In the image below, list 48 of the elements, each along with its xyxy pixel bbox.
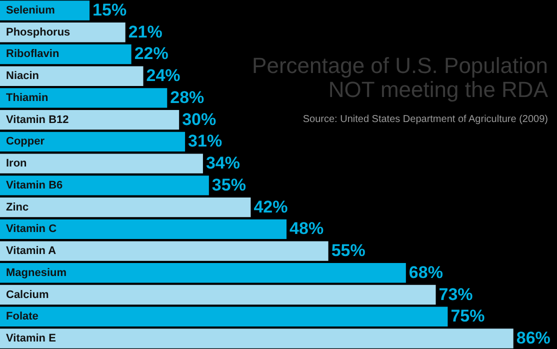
bar <box>0 328 514 348</box>
bar <box>0 44 132 64</box>
data-label: 73% <box>438 284 473 304</box>
data-label: 48% <box>290 219 324 238</box>
data-label: 34% <box>206 154 240 173</box>
data-label: 31% <box>188 132 222 151</box>
data-label: 21% <box>128 22 162 42</box>
data-label: 22% <box>134 44 168 64</box>
annotation: Source: United States Department of Agriculture (2009) <box>302 114 548 125</box>
text: Percentage of U.S. Population NOT meeting the RDA <box>252 53 548 102</box>
y-tick-label: Phosphorus <box>6 26 70 38</box>
y-tick-label: Vitamin B12 <box>6 114 69 126</box>
y-tick-label: Thiamin <box>6 92 48 104</box>
data-label: 68% <box>408 262 443 282</box>
bar <box>0 306 448 326</box>
data-label: 86% <box>516 328 550 348</box>
y-tick-label: Vitamin E <box>6 332 56 345</box>
y-tick-label: Vitamin B6 <box>6 179 63 192</box>
y-tick-label: Zinc <box>6 201 29 214</box>
bar <box>0 219 287 240</box>
y-tick-label: Folate <box>6 310 38 323</box>
bar <box>0 110 180 130</box>
bar <box>0 154 203 174</box>
y-tick-label: Copper <box>6 136 46 148</box>
bar <box>0 197 251 218</box>
data-label: 15% <box>92 0 127 20</box>
data-label: 42% <box>254 197 288 216</box>
data-label: 35% <box>212 175 246 194</box>
data-label: 75% <box>450 306 485 326</box>
bar <box>0 176 209 196</box>
y-tick-label: Niacin <box>6 70 40 82</box>
bar <box>0 241 328 261</box>
y-tick-label: Selenium <box>6 4 56 16</box>
bar <box>0 66 144 86</box>
data-label: 24% <box>146 66 180 86</box>
data-label: 55% <box>331 241 366 260</box>
data-label: 28% <box>170 88 204 107</box>
bar <box>0 132 186 152</box>
bar <box>0 263 406 283</box>
y-tick-label: Calcium <box>6 288 50 301</box>
y-tick-label: Vitamin A <box>6 245 56 258</box>
y-tick-label: Iron <box>6 158 28 170</box>
bar <box>0 284 436 305</box>
bar <box>0 88 168 108</box>
y-tick-label: Riboflavin <box>6 48 60 60</box>
y-tick-label: Vitamin C <box>6 223 57 236</box>
y-tick-label: Magnesium <box>6 266 67 279</box>
data-label: 30% <box>182 110 216 129</box>
